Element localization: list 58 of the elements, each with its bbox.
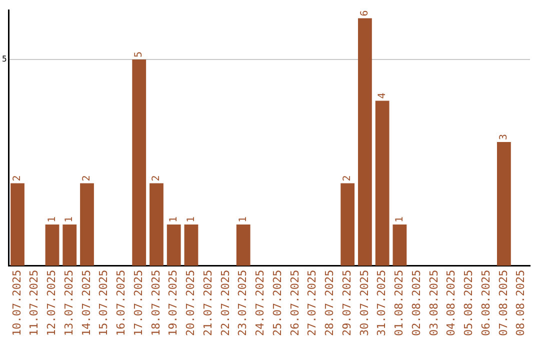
- x-tick-label: 22.07.2025: [218, 270, 232, 336]
- x-tick-label: 29.07.2025: [340, 270, 354, 336]
- x-tick-label: 23.07.2025: [236, 270, 250, 336]
- x-tick-label: 08.08.2025: [514, 270, 528, 336]
- bar: [392, 224, 407, 266]
- x-tick-label: 28.07.2025: [323, 270, 336, 336]
- data-label: 1: [64, 216, 76, 223]
- x-tick-label: 18.07.2025: [149, 270, 162, 336]
- data-label: 2: [151, 175, 162, 182]
- bar: [166, 224, 181, 266]
- x-tick-label: 25.07.2025: [270, 270, 284, 336]
- bar: [236, 224, 250, 266]
- x-tick-label: 20.07.2025: [184, 270, 198, 336]
- bar: [184, 224, 198, 266]
- bar: [45, 224, 60, 266]
- x-tick-label: 04.08.2025: [444, 270, 458, 336]
- bar: [80, 183, 94, 266]
- x-tick-label: 16.07.2025: [114, 270, 128, 336]
- x-tick-label: 14.07.2025: [80, 270, 93, 336]
- x-tick-label: 07.08.2025: [496, 270, 510, 336]
- x-tick-label: 19.07.2025: [166, 270, 180, 336]
- bar: [150, 183, 164, 266]
- data-label: 4: [376, 92, 388, 99]
- x-tick-label: 11.07.2025: [28, 270, 41, 336]
- x-tick-label: 05.08.2025: [462, 270, 476, 336]
- data-label: 1: [186, 216, 197, 223]
- x-tick-label: 02.08.2025: [410, 270, 423, 336]
- bar: [375, 100, 390, 266]
- x-tick-label: 26.07.2025: [288, 270, 302, 336]
- data-label: 2: [12, 175, 24, 182]
- data-label: 3: [498, 134, 510, 140]
- data-label: 1: [394, 216, 406, 223]
- x-tick-label: 06.08.2025: [479, 270, 492, 336]
- x-tick-label: 03.08.2025: [427, 270, 440, 336]
- x-tick-label: 12.07.2025: [45, 270, 58, 336]
- x-tick-label: 15.07.2025: [97, 270, 110, 336]
- x-tick-label: 24.07.2025: [254, 270, 267, 336]
- x-tick-label: 10.07.2025: [10, 270, 24, 336]
- bar: [496, 142, 511, 266]
- bar: [340, 183, 355, 266]
- x-tick-label: 13.07.2025: [62, 270, 76, 336]
- bar: [358, 18, 372, 266]
- x-tick-label: 30.07.2025: [358, 270, 371, 336]
- data-label: 2: [342, 175, 354, 182]
- x-tick-label: 01.08.2025: [392, 270, 406, 336]
- data-label: 5: [134, 51, 145, 58]
- data-label: 2: [82, 175, 93, 182]
- bar: [132, 60, 146, 266]
- data-label: 1: [238, 216, 249, 223]
- x-tick-label: 31.07.2025: [375, 270, 388, 336]
- data-label: 6: [360, 10, 371, 16]
- x-tick-label: 21.07.2025: [201, 270, 214, 336]
- x-tick-label: 17.07.2025: [132, 270, 145, 336]
- bar: [62, 224, 77, 266]
- data-label: 1: [168, 216, 180, 223]
- x-tick-label: 27.07.2025: [306, 270, 319, 336]
- bar: [10, 183, 24, 266]
- data-label: 1: [46, 216, 58, 223]
